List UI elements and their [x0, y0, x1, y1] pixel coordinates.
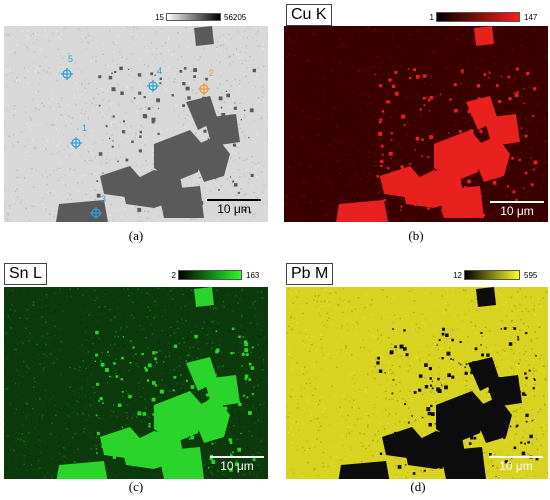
panel-c: Sn L 2 163 10 μm (c)	[4, 263, 268, 500]
colorbar-min: 1	[429, 13, 434, 22]
colorbar-min: 12	[453, 271, 462, 280]
colorbar-min: 15	[155, 13, 164, 22]
colorbar: 15 56205	[155, 12, 266, 22]
pb-m-map-canvas	[286, 287, 548, 479]
scale-bar-label: 10 μm	[500, 204, 534, 218]
crosshair-icon	[61, 68, 73, 80]
analysis-point-3	[90, 207, 102, 219]
crosshair-icon	[90, 207, 102, 219]
scale-bar-line	[490, 201, 544, 203]
pb-m-map	[286, 287, 548, 479]
analysis-point-5-label: 5	[68, 54, 74, 64]
scale-bar: 10 μm	[208, 453, 266, 475]
sem-image: 1 2 3 4 5	[4, 26, 268, 222]
scale-bar: 10 μm	[205, 196, 263, 218]
panel-d: Pb M 12 595 10 μm (d)	[286, 263, 548, 500]
colorbar: 2 163	[172, 270, 268, 280]
scale-bar-line	[489, 456, 543, 458]
colorbar: 1 147	[430, 12, 546, 22]
colorbar-max: 56205	[224, 13, 247, 22]
colorbar-max: 147	[524, 13, 538, 22]
analysis-point-3-label: 3	[101, 194, 107, 204]
scale-bar-label: 10 μm	[499, 459, 533, 473]
sn-l-map	[4, 287, 268, 479]
analysis-point-2	[198, 83, 210, 95]
crosshair-icon	[147, 80, 159, 92]
analysis-point-4	[147, 80, 159, 92]
cu-k-map-canvas	[284, 26, 548, 222]
scale-bar-label: 10 μm	[217, 202, 251, 216]
scale-bar: 10 μm	[488, 198, 546, 220]
caption-c: (c)	[128, 479, 144, 494]
scale-bar-line	[207, 199, 261, 201]
panel-b: Cu K 1 147 10 μm (b)	[284, 4, 548, 256]
caption-d: (d)	[410, 479, 426, 494]
element-label-sn: Sn L	[4, 263, 47, 285]
sn-l-map-canvas	[4, 287, 268, 479]
crosshair-icon	[198, 83, 210, 95]
colorbar-max: 595	[524, 271, 538, 280]
colorbar: 12 595	[453, 270, 548, 280]
analysis-point-5	[61, 68, 73, 80]
cu-k-map	[284, 26, 548, 222]
analysis-point-1	[70, 137, 82, 149]
analysis-point-1-label: 1	[82, 123, 88, 133]
caption-a: (a)	[128, 228, 144, 243]
caption-b: (b)	[408, 228, 424, 243]
element-label-pb: Pb M	[286, 263, 334, 285]
scale-bar-line	[210, 456, 264, 458]
element-label-cu: Cu K	[286, 4, 332, 26]
analysis-point-4-label: 4	[157, 66, 163, 76]
scale-bar: 10 μm	[487, 453, 545, 475]
colorbar-gradient	[464, 270, 520, 280]
colorbar-min: 2	[171, 271, 176, 280]
colorbar-gradient	[178, 270, 242, 280]
sem-image-canvas	[4, 26, 268, 222]
colorbar-gradient	[166, 13, 221, 21]
colorbar-max: 163	[246, 271, 260, 280]
crosshair-icon	[70, 137, 82, 149]
scale-bar-label: 10 μm	[220, 459, 254, 473]
analysis-point-2-label: 2	[209, 68, 215, 78]
panel-a: 1 2 3 4 5 15 56205 10 μm (a)	[4, 13, 268, 256]
colorbar-gradient	[436, 12, 520, 22]
